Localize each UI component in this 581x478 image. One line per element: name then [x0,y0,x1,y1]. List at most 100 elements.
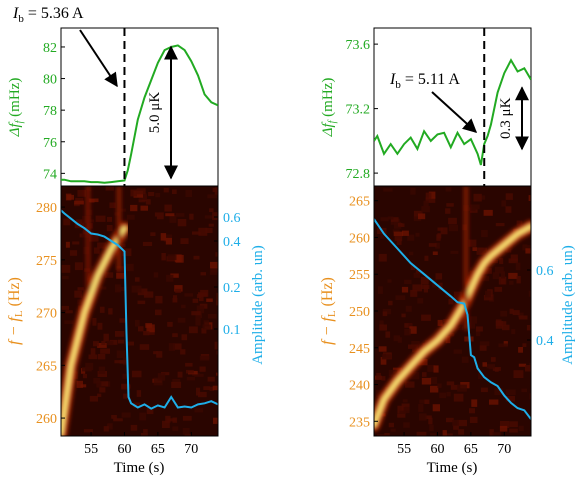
heatmap-speckle [160,233,167,241]
heatmap-speckle [393,221,402,229]
heatmap-speckle [500,310,508,317]
heatmap-speckle [379,320,384,326]
heatmap-speckle [489,399,499,405]
heatmap-speckle [425,415,432,420]
heatmap-speckle [494,388,504,396]
heatmap-speckle [177,219,187,227]
heatmap-speckle [402,230,409,236]
heatmap-speckle [146,407,154,415]
heatmap-speckle [100,286,107,290]
heatmap-speckle [500,421,510,428]
heatmap-speckle [163,187,169,193]
heatmap-speckle [437,227,443,231]
heatmap-speckle [489,429,494,436]
heatmap-speckle [157,373,166,381]
heatmap-speckle [203,320,210,327]
heatmap-speckle [470,204,480,210]
heatmap-speckle [184,293,193,297]
heatmap-speckle [481,230,488,238]
heatmap-speckle [380,234,385,239]
heatmap-speckle [375,389,383,398]
xtick-label: 55 [397,442,411,457]
heatmap-speckle [449,333,455,337]
heatmap-speckle [469,408,475,414]
right-bottom-xlabel: Time (s) [427,460,478,476]
heatmap-speckle [74,262,83,271]
heatmap-speckle [98,366,106,374]
heatmap-speckle [116,272,126,279]
heatmap-speckle [453,291,462,300]
left-top-annotation-arrow [79,29,118,88]
heatmap-speckle [96,381,102,388]
heatmap-speckle [137,300,146,305]
heatmap-speckle [413,216,422,222]
heatmap-speckle [516,276,521,284]
heatmap-speckle [383,188,393,192]
xtick-label: 65 [464,442,478,457]
heatmap-speckle [499,258,504,265]
heatmap-speckle [405,305,412,312]
heatmap-speckle [469,416,478,423]
heatmap-speckle [109,339,118,345]
heatmap-speckle [217,189,218,196]
top-ytick-label: 82 [43,41,57,56]
heatmap-speckle [425,197,436,203]
heatmap-speckle [121,384,131,389]
left-top-ylabel: Δff (mHz) [7,78,25,138]
heatmap-speckle [508,272,518,279]
heatmap-speckle [516,220,523,226]
heatmap-speckle [207,376,215,382]
bottom-ytick-label: 250 [349,305,370,320]
heatmap-speckle [167,321,173,327]
heatmap-speckle [421,314,431,321]
heatmap-speckle [93,341,99,347]
heatmap-speckle [521,388,527,393]
heatmap-speckle [192,231,201,235]
heatmap-speckle [494,286,503,292]
top-ytick-label: 78 [43,104,57,119]
heatmap-speckle [103,333,109,342]
heatmap-speckle [74,203,80,207]
left-top-annotation: Ib = 5.36 A [12,5,84,25]
right-ytick-label: 0.1 [223,323,241,338]
heatmap-speckle [66,194,74,200]
heatmap-speckle [428,417,433,425]
heatmap-speckle [503,341,508,346]
heatmap-speckle [509,428,518,433]
heatmap-speckle [196,294,201,299]
left-bottom-right-ylabel: Amplitude (arb. un) [250,245,266,365]
heatmap-speckle [121,248,132,257]
heatmap-speckle [167,254,177,261]
heatmap-speckle [429,424,434,432]
heatmap-speckle [483,209,493,216]
heatmap-speckle [498,343,508,348]
heatmap-speckle [65,241,70,248]
heatmap-speckle [143,291,154,298]
heatmap-speckle [174,285,183,292]
heatmap-speckle [410,187,416,195]
heatmap-speckle [425,192,432,200]
heatmap-speckle [213,417,218,424]
heatmap-speckle [509,280,514,285]
heatmap-speckle [127,341,134,346]
heatmap-speckle [154,212,164,217]
heatmap-speckle [445,294,451,298]
heatmap-speckle [508,258,518,264]
heatmap-speckle [150,232,156,236]
heatmap-speckle [483,295,493,301]
heatmap-speckle [89,199,95,203]
heatmap-speckle [433,365,439,373]
heatmap-speckle [430,385,439,393]
right-ytick-label: 0.6 [223,211,241,226]
heatmap-speckle [517,312,524,318]
heatmap-speckle [452,419,459,426]
left-bottom-xticks: 55 60 65 70 [84,432,198,457]
heatmap-speckle [117,286,127,291]
heatmap-speckle [97,242,107,249]
right-top-plot: 72.8 73.2 73.6 0.3 μK Ib = 5.11 A Δff (mHz… [320,27,532,187]
right-panel: 72.8 73.2 73.6 0.3 μK Ib = 5.11 A Δff (mHz… [319,27,576,476]
heatmap-speckle [515,262,521,271]
left-bottom-right-yticks: 0.1 0.2 0.4 0.6 [214,211,241,338]
heatmap-speckle [199,355,210,361]
